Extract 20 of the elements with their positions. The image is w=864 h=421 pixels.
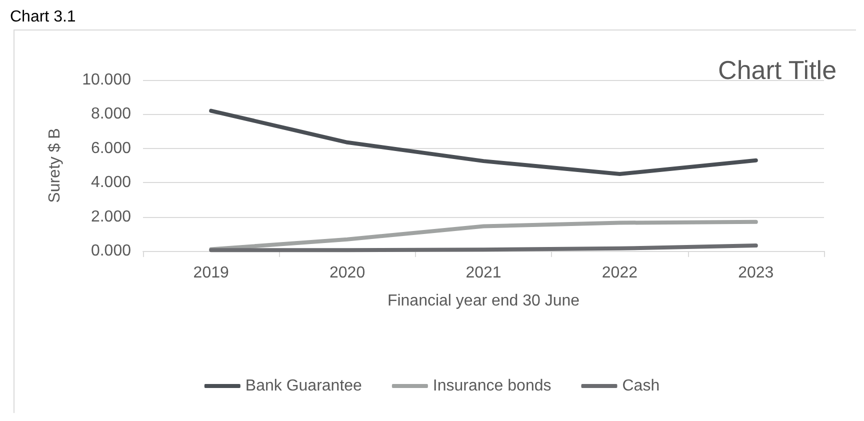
x-tick-label: 2021 [466,264,502,282]
caption: Chart 3.1 [10,8,76,26]
x-tick-label: 2020 [330,264,366,282]
x-tick-label: 2019 [193,264,229,282]
y-tick-label: 4.000 [90,174,132,192]
x-axis-title: Financial year end 30 June [387,292,580,310]
line-series [209,108,758,176]
y-tick-label: 8.000 [90,106,132,123]
x-tick-label: 2023 [738,264,774,282]
x-tick-label: 2022 [602,264,638,282]
legend-label: Insurance bonds [432,378,552,394]
line-series [209,220,758,252]
y-axis-title: Surety $ B [46,128,64,203]
y-tick-label: 0.000 [90,242,132,260]
y-tick-label: 10.000 [82,72,132,88]
y-tick-label: 2.000 [90,208,132,226]
legend-label: Bank Guarantee [245,378,362,394]
chart-title: Chart Title [718,55,837,85]
y-tick-label: 6.000 [90,140,132,157]
legend-label: Cash [622,378,660,394]
